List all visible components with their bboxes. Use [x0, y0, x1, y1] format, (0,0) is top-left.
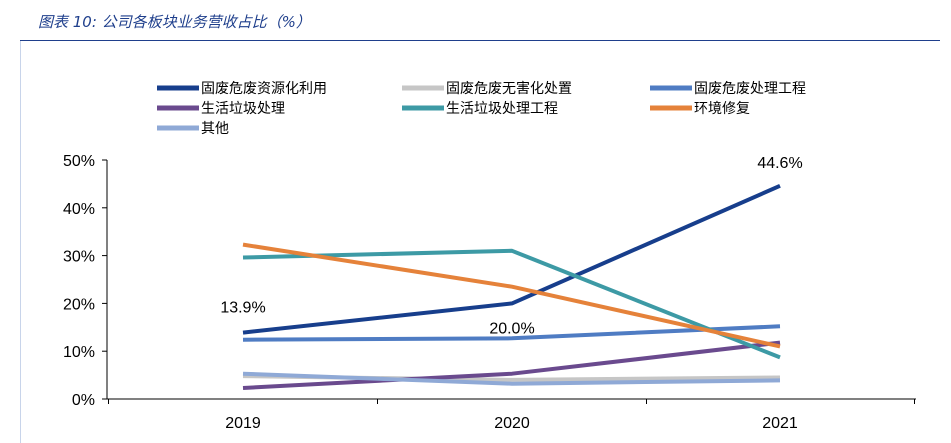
legend-item: 生活垃圾处理	[157, 101, 285, 117]
title-rule	[20, 40, 940, 41]
header: 图表 10: 公司各板块业务营收占比（%）	[0, 0, 951, 41]
legend-label: 生活垃圾处理工程	[446, 101, 558, 117]
series-line	[242, 340, 781, 390]
legend-item: 固废危废资源化利用	[157, 81, 327, 97]
series-line	[242, 183, 781, 335]
legend-item: 环境修复	[650, 100, 750, 117]
legend-label: 环境修复	[694, 100, 750, 117]
data-labels: 13.9% 20.0% 44.6%	[220, 155, 802, 338]
y-tick-label: 50%	[63, 153, 95, 170]
y-tick-label: 30%	[63, 249, 95, 266]
legend-item: 固废危废处理工程	[650, 81, 806, 97]
chart-title: 图表 10: 公司各板块业务营收占比（%）	[38, 13, 311, 31]
series-line	[242, 324, 781, 342]
legend-label: 生活垃圾处理	[201, 101, 285, 117]
legend-item: 生活垃圾处理工程	[402, 101, 558, 117]
y-tick-label: 20%	[63, 296, 95, 313]
data-label: 20.0%	[489, 320, 534, 337]
legend-item: 固废危废无害化处置	[402, 81, 572, 97]
y-tick-label: 0%	[72, 392, 95, 409]
axes: 0% 10% 20% 30% 40% 50% 2019 2020 2021	[63, 153, 916, 432]
series-line	[242, 248, 781, 360]
legend-label: 固废危废处理工程	[694, 81, 806, 97]
x-tick-label: 2019	[225, 415, 261, 432]
data-label: 44.6%	[757, 155, 802, 172]
x-tick-label: 2021	[762, 415, 798, 432]
series-line	[242, 242, 781, 349]
legend-item: 其他	[157, 121, 229, 137]
legend-label: 其他	[201, 121, 229, 137]
frame-left-border	[20, 41, 21, 443]
series-line	[242, 371, 781, 386]
y-tick-label: 10%	[63, 344, 95, 361]
x-tick-label: 2020	[494, 415, 530, 432]
legend-label: 固废危废资源化利用	[201, 81, 327, 97]
y-tick-label: 40%	[63, 201, 95, 218]
data-label: 13.9%	[220, 300, 265, 317]
series-lines	[242, 183, 781, 390]
legend-label: 固废危废无害化处置	[446, 81, 572, 97]
